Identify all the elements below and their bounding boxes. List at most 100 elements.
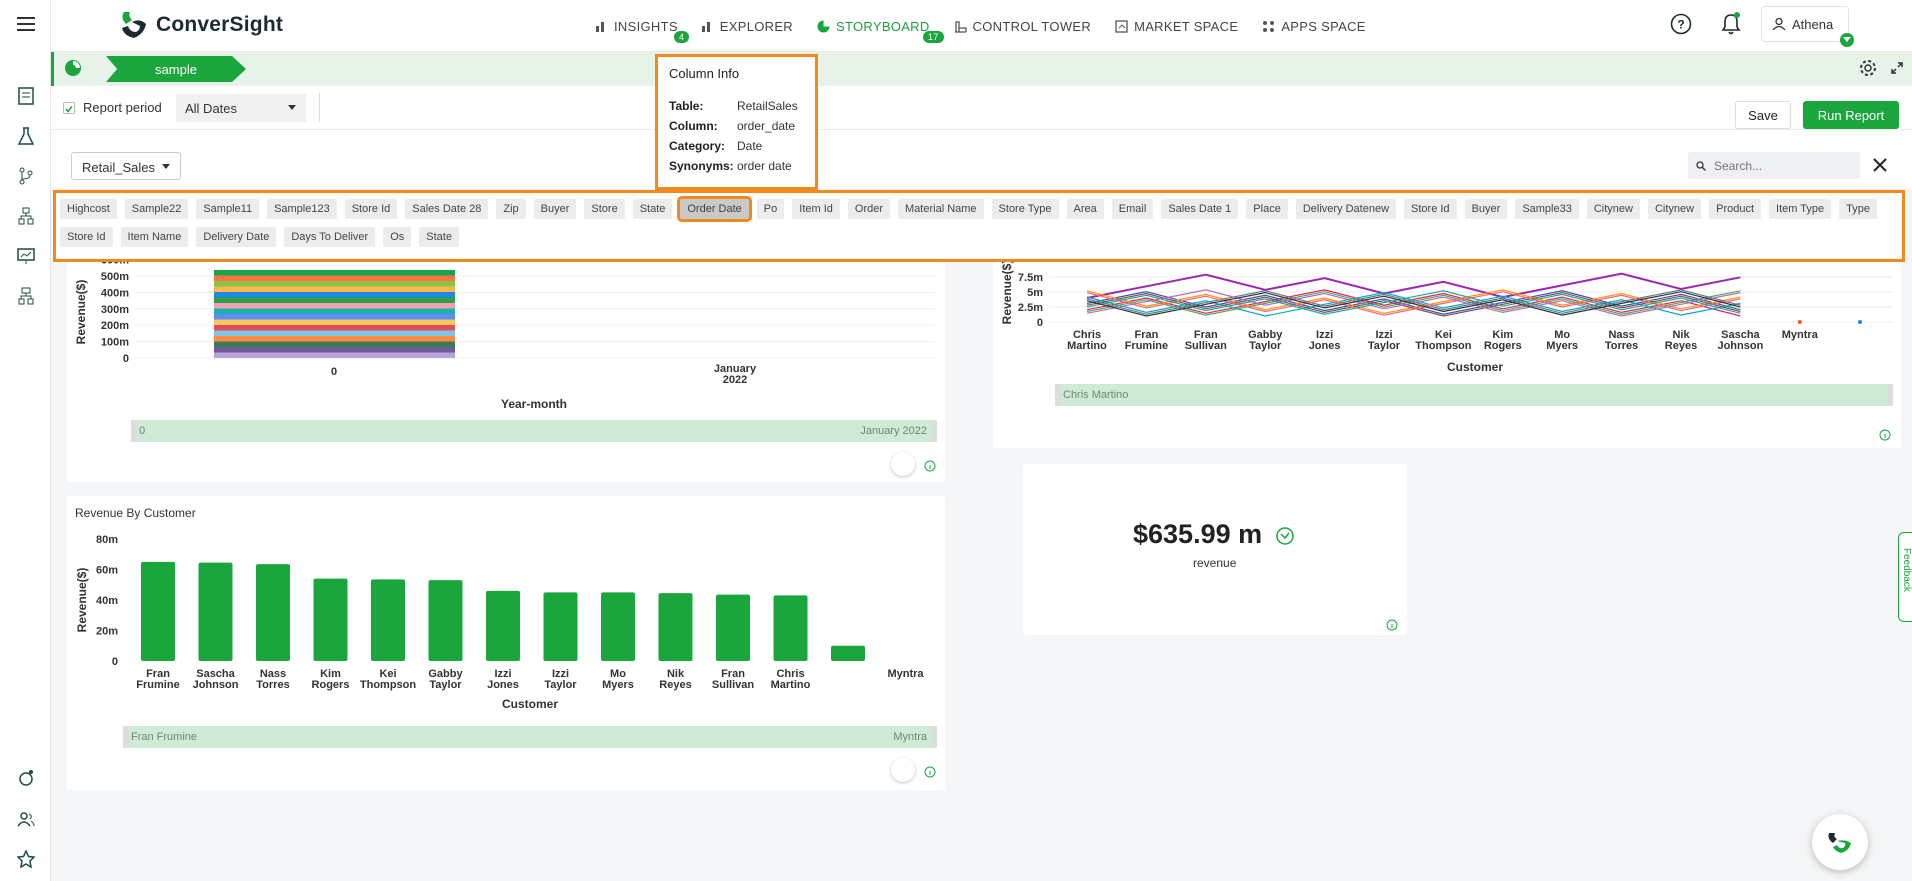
save-button[interactable]: Save bbox=[1735, 101, 1791, 129]
presentation-icon[interactable] bbox=[14, 244, 38, 268]
org-chart-icon[interactable] bbox=[14, 284, 38, 308]
column-chip[interactable]: Order bbox=[847, 199, 891, 219]
column-chip[interactable]: Sales Date 1 bbox=[1161, 199, 1239, 219]
column-chip[interactable]: Highcost bbox=[60, 199, 117, 219]
market-icon bbox=[1115, 19, 1128, 33]
column-chip[interactable]: Sample123 bbox=[267, 199, 337, 219]
y-tick-label: 0 bbox=[112, 656, 118, 668]
column-chip[interactable]: Os bbox=[383, 227, 412, 247]
help-icon[interactable]: ? bbox=[1670, 13, 1692, 38]
column-chip[interactable]: Sample22 bbox=[124, 199, 189, 219]
column-chip[interactable]: Days To Deliver bbox=[284, 227, 376, 247]
column-chip[interactable]: Delivery Date bbox=[196, 227, 277, 247]
bar-chart: 020m40m60m80mFranFrumineSaschaJohnsonNas… bbox=[75, 534, 924, 711]
series-line bbox=[1086, 290, 1741, 315]
column-chip[interactable]: Store Id bbox=[1404, 199, 1457, 219]
flask-icon[interactable] bbox=[14, 124, 38, 148]
x-tick-label: Taylor bbox=[544, 679, 577, 691]
feedback-tab[interactable]: Feedback bbox=[1898, 532, 1912, 622]
column-chip[interactable]: Delivery Datenew bbox=[1295, 199, 1397, 219]
star-icon[interactable] bbox=[14, 847, 38, 871]
column-chip[interactable]: State bbox=[419, 227, 459, 247]
column-chip[interactable]: State bbox=[632, 199, 673, 219]
column-search[interactable] bbox=[1688, 152, 1860, 179]
info-icon[interactable] bbox=[924, 460, 936, 475]
nav-control-tower[interactable]: CONTROL TOWER bbox=[954, 19, 1092, 34]
run-report-button[interactable]: Run Report bbox=[1803, 101, 1899, 129]
column-chip[interactable]: Sample11 bbox=[196, 199, 260, 219]
notification-bell-icon[interactable] bbox=[1720, 12, 1742, 39]
nav-explorer[interactable]: EXPLORER bbox=[701, 19, 793, 34]
column-chip[interactable]: Buyer bbox=[533, 199, 577, 219]
revenue-by-customer-card: Revenue By Customer 0 20m 40m 60m 80m Fran Fru… bbox=[67, 496, 945, 790]
column-chip[interactable]: Item Name bbox=[120, 227, 189, 247]
x-tick-label: Reyes bbox=[659, 679, 691, 691]
y-axis-title: Revenue($) bbox=[1000, 262, 1014, 324]
column-chip[interactable]: Product bbox=[1709, 199, 1762, 219]
chat-assistant-button[interactable] bbox=[1812, 814, 1868, 870]
x-tick-label: Sascha bbox=[196, 668, 235, 680]
column-chip[interactable]: Email bbox=[1111, 199, 1154, 219]
y-tick-label: 60m bbox=[96, 565, 118, 577]
branch-icon[interactable] bbox=[14, 164, 38, 188]
nav-market-space[interactable]: MARKET SPACE bbox=[1115, 19, 1238, 34]
x-tick-label: Izzi bbox=[494, 668, 511, 680]
column-chip[interactable]: Store Id bbox=[344, 199, 398, 219]
conversight-logo[interactable]: ConverSight bbox=[118, 10, 283, 40]
refresh-icon[interactable] bbox=[1275, 526, 1295, 549]
y-axis-title: Revenue($) bbox=[75, 568, 89, 633]
column-info-value: RetailSales bbox=[737, 99, 798, 113]
info-icon[interactable] bbox=[924, 766, 936, 781]
assistant-icon[interactable] bbox=[14, 766, 38, 790]
report-period-checkbox[interactable] bbox=[63, 102, 75, 114]
info-icon[interactable] bbox=[1386, 619, 1398, 634]
hierarchy-icon[interactable] bbox=[14, 204, 38, 228]
stacked-segment bbox=[214, 275, 455, 281]
column-chip[interactable]: Po bbox=[756, 199, 785, 219]
story-pie-icon[interactable] bbox=[64, 59, 82, 80]
user-menu[interactable]: Athena bbox=[1761, 6, 1854, 47]
column-search-input[interactable] bbox=[1714, 157, 1854, 174]
settings-gear-icon[interactable] bbox=[1859, 59, 1877, 80]
report-icon[interactable] bbox=[14, 84, 38, 108]
nav-apps-space[interactable]: APPS SPACE bbox=[1262, 19, 1365, 34]
column-chip[interactable]: Buyer bbox=[1464, 199, 1508, 219]
column-chip[interactable]: Sample33 bbox=[1515, 199, 1579, 219]
hamburger-menu-icon[interactable] bbox=[14, 12, 38, 36]
column-chip[interactable]: Citynew bbox=[1586, 199, 1640, 219]
story-tab-sample[interactable]: sample bbox=[106, 56, 246, 82]
chart1-range-slider[interactable]: 0 January 2022 bbox=[131, 420, 937, 442]
column-chip[interactable]: Material Name bbox=[898, 199, 984, 219]
bar bbox=[658, 593, 693, 661]
column-chip[interactable]: Sales Date 28 bbox=[405, 199, 489, 219]
y-tick-label: 300m bbox=[101, 304, 129, 316]
date-range-select[interactable]: All Dates bbox=[176, 94, 306, 122]
column-chip[interactable]: Item Id bbox=[792, 199, 840, 219]
nav-storyboard[interactable]: STORYBOARD 17 bbox=[817, 19, 944, 43]
column-chip[interactable]: Type bbox=[1839, 199, 1877, 219]
users-icon[interactable] bbox=[14, 807, 38, 831]
ai-assist-icon[interactable] bbox=[891, 452, 915, 476]
dataset-select[interactable]: Retail_Sales bbox=[71, 152, 181, 180]
ai-assist-icon[interactable] bbox=[891, 758, 915, 782]
chart3-range-slider[interactable]: Fran Frumine Myntra bbox=[123, 726, 937, 748]
column-chip[interactable]: Store Id bbox=[60, 227, 113, 247]
column-chip[interactable]: Zip bbox=[496, 199, 526, 219]
y-tick-label: 0 bbox=[123, 353, 129, 365]
nav-control-tower-label: CONTROL TOWER bbox=[972, 18, 1092, 34]
column-chip[interactable]: Area bbox=[1066, 199, 1104, 219]
nav-insights[interactable]: INSIGHTS 4 bbox=[596, 19, 690, 43]
column-chip[interactable]: Store bbox=[584, 199, 625, 219]
info-icon[interactable] bbox=[1879, 429, 1891, 444]
column-chip[interactable]: Order Date bbox=[677, 196, 752, 222]
column-info-row-category: Category: Date bbox=[669, 139, 804, 153]
x-tick-label: Martino bbox=[1067, 340, 1107, 352]
column-chip[interactable]: Store Type bbox=[991, 199, 1059, 219]
chart2-range-slider[interactable]: Chris Martino bbox=[1055, 384, 1893, 406]
column-chip[interactable]: Item Type bbox=[1769, 199, 1832, 219]
column-chip[interactable]: Place bbox=[1246, 199, 1288, 219]
column-chip[interactable]: Citynew bbox=[1647, 199, 1702, 219]
expand-icon[interactable] bbox=[1891, 62, 1903, 77]
close-icon[interactable] bbox=[1873, 158, 1887, 175]
